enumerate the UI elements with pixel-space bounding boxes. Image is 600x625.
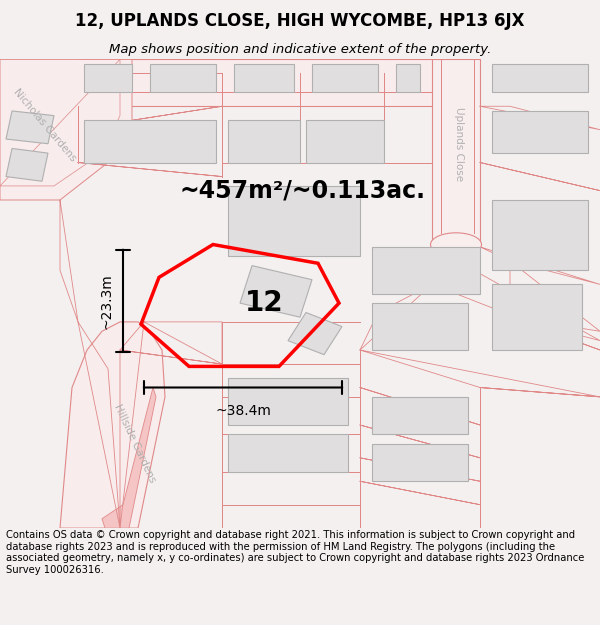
Polygon shape	[228, 186, 360, 256]
Ellipse shape	[431, 232, 482, 256]
Polygon shape	[312, 64, 378, 92]
Polygon shape	[228, 120, 300, 162]
Polygon shape	[492, 200, 588, 270]
Polygon shape	[228, 434, 348, 472]
Polygon shape	[432, 59, 480, 247]
Text: Contains OS data © Crown copyright and database right 2021. This information is : Contains OS data © Crown copyright and d…	[6, 530, 584, 575]
Polygon shape	[288, 312, 342, 355]
Polygon shape	[492, 111, 588, 153]
Polygon shape	[84, 64, 132, 92]
Polygon shape	[372, 444, 468, 481]
Text: Uplands Close: Uplands Close	[454, 107, 464, 181]
Text: Hillside Gardens: Hillside Gardens	[112, 403, 158, 484]
Polygon shape	[60, 322, 165, 528]
Polygon shape	[372, 247, 480, 294]
Polygon shape	[396, 64, 420, 92]
Polygon shape	[84, 120, 216, 162]
Text: ~23.3m: ~23.3m	[100, 273, 114, 329]
Polygon shape	[234, 64, 294, 92]
Polygon shape	[240, 266, 312, 317]
Polygon shape	[150, 64, 216, 92]
Polygon shape	[6, 148, 48, 181]
Polygon shape	[6, 111, 54, 144]
Text: 12: 12	[245, 289, 283, 317]
Polygon shape	[0, 59, 132, 200]
Text: Nicholas Gardens: Nicholas Gardens	[12, 87, 78, 163]
Polygon shape	[228, 378, 348, 425]
Polygon shape	[372, 303, 468, 350]
Text: ~457m²/~0.113ac.: ~457m²/~0.113ac.	[180, 179, 426, 202]
Polygon shape	[492, 64, 588, 92]
Text: ~38.4m: ~38.4m	[215, 404, 271, 418]
Polygon shape	[306, 120, 384, 162]
Polygon shape	[492, 284, 582, 350]
Polygon shape	[78, 59, 462, 106]
Polygon shape	[372, 397, 468, 434]
Text: Map shows position and indicative extent of the property.: Map shows position and indicative extent…	[109, 42, 491, 56]
Text: 12, UPLANDS CLOSE, HIGH WYCOMBE, HP13 6JX: 12, UPLANDS CLOSE, HIGH WYCOMBE, HP13 6J…	[75, 12, 525, 30]
Polygon shape	[102, 388, 156, 528]
